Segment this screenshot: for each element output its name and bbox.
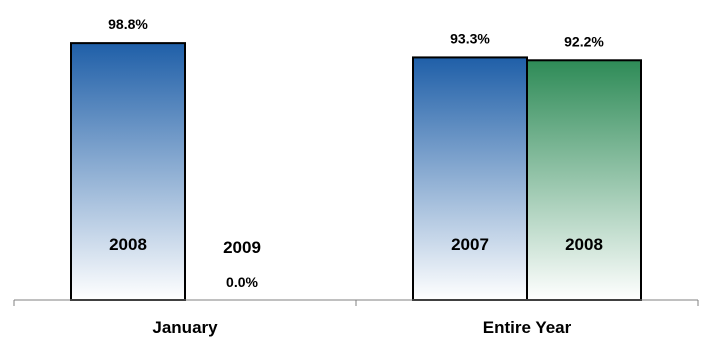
category-label-0: January — [152, 318, 218, 337]
bar-entire-year-2008 — [526, 59, 642, 301]
series-label-entire-year-2007: 2007 — [451, 235, 489, 254]
value-label-entire-year-2007: 93.3% — [450, 30, 490, 46]
bars-layer — [70, 42, 642, 302]
bar-january-2008 — [70, 42, 186, 302]
x-axis — [13, 299, 699, 306]
bar-entire-year-2007 — [412, 56, 528, 301]
labels-layer: 98.8% 2008 2009 0.0% January 93.3% 2007 92.2% 20… — [108, 16, 604, 337]
value-label-entire-year-2008: 92.2% — [564, 33, 604, 49]
series-label-january-2008: 2008 — [109, 235, 147, 254]
category-label-1: Entire Year — [483, 318, 572, 337]
value-label-january-2009: 0.0% — [226, 274, 258, 290]
value-label-january-2008: 98.8% — [108, 16, 148, 32]
series-label-january-2009: 2009 — [223, 238, 261, 257]
series-label-entire-year-2008: 2008 — [565, 235, 603, 254]
